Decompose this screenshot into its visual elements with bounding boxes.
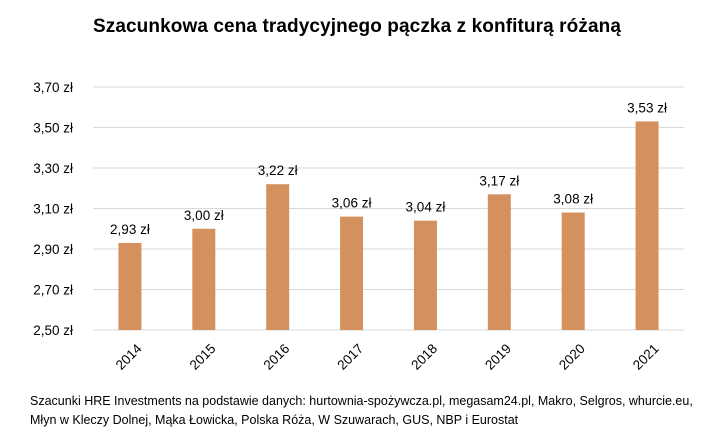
x-tick-label: 2014: [113, 341, 145, 373]
x-tick-label: 2016: [261, 341, 293, 373]
bar: [561, 212, 585, 330]
x-tick-label: 2020: [556, 341, 588, 373]
y-tick-label: 2,70 zł: [33, 283, 73, 298]
x-tick-label: 2018: [408, 341, 440, 373]
y-tick-label: 2,90 zł: [33, 242, 73, 257]
data-label: 3,08 zł: [553, 192, 593, 207]
bar: [340, 216, 364, 330]
x-tick-label: 2019: [482, 341, 514, 373]
x-tick-label: 2017: [334, 341, 366, 373]
y-tick-label: 3,10 zł: [33, 202, 73, 217]
source-line-1: Szacunki HRE Investments na podstawie da…: [30, 394, 693, 408]
x-axis-tick-labels: 2014 2015 2016 2017 2018 2019 2020 2021: [113, 341, 662, 373]
bar: [487, 194, 511, 330]
x-tick-label: 2015: [187, 341, 219, 373]
data-labels: 2,93 zł 3,00 zł 3,22 zł 3,06 zł 3,04 zł 3,17 …: [110, 100, 667, 237]
data-label: 2,93 zł: [110, 222, 150, 237]
y-axis-tick-labels: 2,50 zł 2,70 zł 2,90 zł 3,10 zł 3,30 zł 3,50 …: [33, 80, 73, 338]
chart-title: Szacunkowa cena tradycyjnego pączka z ko…: [92, 16, 622, 37]
x-tick-label: 2021: [630, 341, 662, 373]
bar: [266, 184, 290, 330]
data-label: 3,04 zł: [406, 200, 446, 215]
y-tick-label: 3,50 zł: [33, 121, 73, 136]
data-label: 3,22 zł: [258, 163, 298, 178]
source-note: Szacunki HRE Investments na podstawie da…: [30, 392, 710, 430]
y-tick-label: 3,70 zł: [33, 80, 73, 95]
data-label: 3,53 zł: [627, 100, 667, 115]
data-label: 3,17 zł: [479, 173, 519, 188]
bar: [635, 121, 659, 330]
data-label: 3,06 zł: [332, 196, 372, 211]
bar: [192, 228, 216, 330]
y-tick-label: 3,30 zł: [33, 161, 73, 176]
bar: [118, 242, 142, 330]
y-tick-label: 2,50 zł: [33, 323, 73, 338]
gridlines: [93, 86, 684, 331]
bars: [118, 121, 659, 330]
data-label: 3,00 zł: [184, 208, 224, 223]
bar: [413, 220, 437, 330]
source-line-2: Młyn w Kleczy Dolnej, Mąka Łowicka, Pols…: [30, 413, 519, 427]
